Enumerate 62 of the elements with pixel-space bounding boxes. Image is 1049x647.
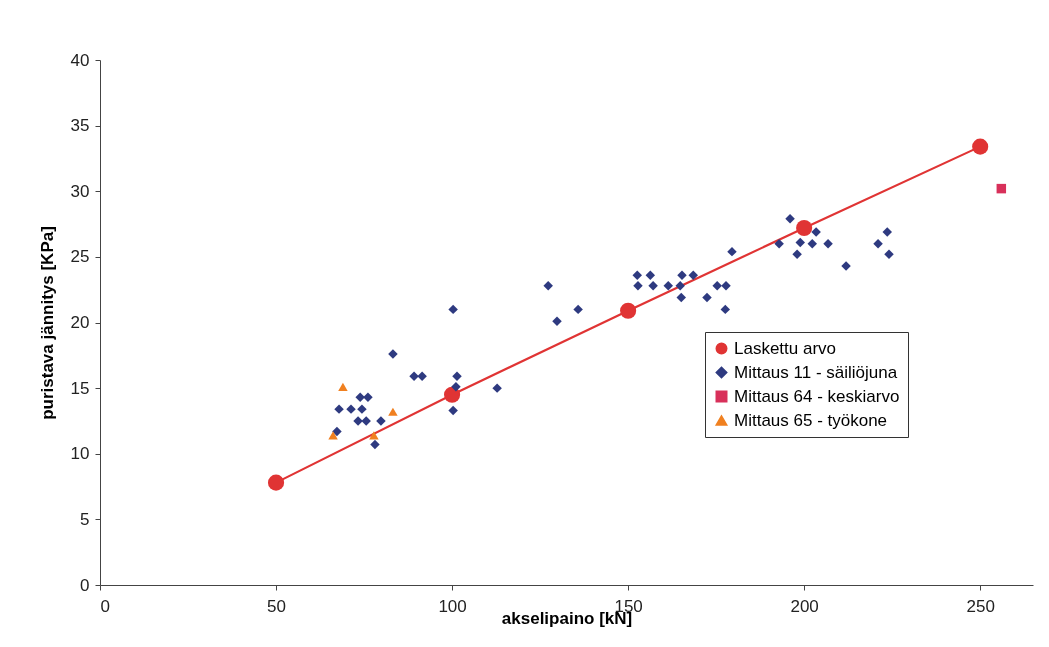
y-tick-label: 40 <box>70 50 90 70</box>
point <box>645 270 656 280</box>
point <box>712 281 722 291</box>
point <box>267 474 285 491</box>
point <box>796 219 813 237</box>
point <box>369 431 379 440</box>
y-tick-label: 15 <box>70 378 90 398</box>
legend-label: Mittaus 11 - säiliöjuna <box>734 362 898 382</box>
y-tick-label: 20 <box>70 313 90 332</box>
y-tick-label: 10 <box>70 444 90 464</box>
point <box>972 138 989 155</box>
point <box>774 239 784 249</box>
point <box>492 383 502 393</box>
point <box>720 304 731 315</box>
legend-label: Laskettu arvo <box>734 338 837 358</box>
point <box>633 281 643 291</box>
point <box>338 382 348 391</box>
point <box>409 371 419 382</box>
point <box>328 431 338 440</box>
point <box>663 281 673 291</box>
point <box>370 439 380 450</box>
point <box>452 371 462 382</box>
point <box>444 386 461 403</box>
point <box>632 270 643 280</box>
point <box>363 392 373 403</box>
point <box>573 304 583 315</box>
point <box>727 246 737 257</box>
point <box>448 304 458 315</box>
point <box>807 239 817 249</box>
y-tick-label: 5 <box>80 509 90 529</box>
point <box>543 281 553 291</box>
point <box>795 237 806 248</box>
point <box>676 292 687 303</box>
point <box>332 426 342 437</box>
point <box>702 292 712 303</box>
point <box>677 270 687 280</box>
point <box>882 227 892 237</box>
x-tick-label: 50 <box>267 596 286 616</box>
point <box>417 371 427 382</box>
point <box>823 239 833 249</box>
y-tick-label: 35 <box>70 116 90 136</box>
point <box>675 281 685 291</box>
legend-label: Mittaus 64 - keskiarvo <box>734 386 900 406</box>
point <box>388 407 398 416</box>
x-tick-label: 200 <box>790 596 819 616</box>
x-tick-label: 0 <box>100 596 110 616</box>
point <box>355 392 365 403</box>
y-axis-title: puristava jännitys [KPa] <box>37 226 57 420</box>
point <box>792 249 802 259</box>
y-tick-label: 0 <box>80 575 90 595</box>
point <box>721 281 731 291</box>
x-tick-label: 250 <box>966 596 995 616</box>
point <box>996 183 1007 194</box>
y-tick-label: 25 <box>70 247 90 267</box>
point <box>873 239 883 249</box>
point <box>620 302 637 319</box>
point <box>648 281 658 291</box>
point <box>448 405 458 416</box>
legend-label: Mittaus 65 - työkone <box>734 410 888 430</box>
x-tick-label: 100 <box>438 596 467 616</box>
y-tick-label: 30 <box>70 181 90 201</box>
point <box>688 270 698 280</box>
